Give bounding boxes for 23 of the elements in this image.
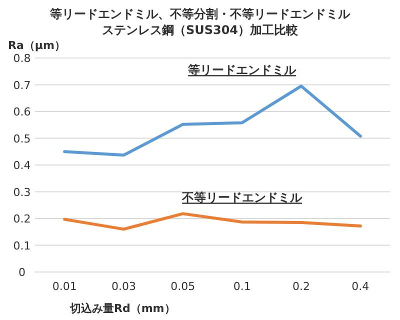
series-label: 等リードエンドミル (187, 63, 298, 78)
y-tick-label: 0.8 (13, 52, 31, 65)
x-axis-title: 切込み量Rd（mm） (69, 302, 176, 315)
chart-subtitle: ステンレス鋼（SUS304）加工比較 (102, 23, 300, 37)
y-tick-label: 0.3 (13, 186, 31, 199)
x-tick-label: 0.01 (52, 280, 77, 293)
x-tick-label: 0.4 (352, 280, 370, 293)
y-tick-label: 0.6 (13, 106, 31, 118)
y-axis-title: Ra（μm） (8, 39, 66, 52)
y-tick-label: 0.7 (13, 78, 31, 92)
x-tick-label: 0.03 (112, 280, 136, 293)
x-tick-label: 0.2 (292, 280, 310, 293)
y-tick-label: 0.5 (13, 132, 31, 146)
y-tick-label: 0 (18, 266, 26, 279)
x-tick-label: 0.05 (170, 280, 196, 293)
line-series (63, 84, 362, 157)
series-label: 不等リードエンドミル (181, 190, 304, 205)
chart-title: 等リードエンドミル、不等分割・不等リードエンドミル (49, 7, 351, 21)
y-tick-label: 0.1 (13, 239, 31, 252)
line-series (63, 212, 362, 231)
x-tick-label: 0.1 (233, 280, 251, 293)
y-tick-label: 0.2 (13, 212, 31, 226)
y-tick-label: 0.4 (13, 159, 31, 172)
